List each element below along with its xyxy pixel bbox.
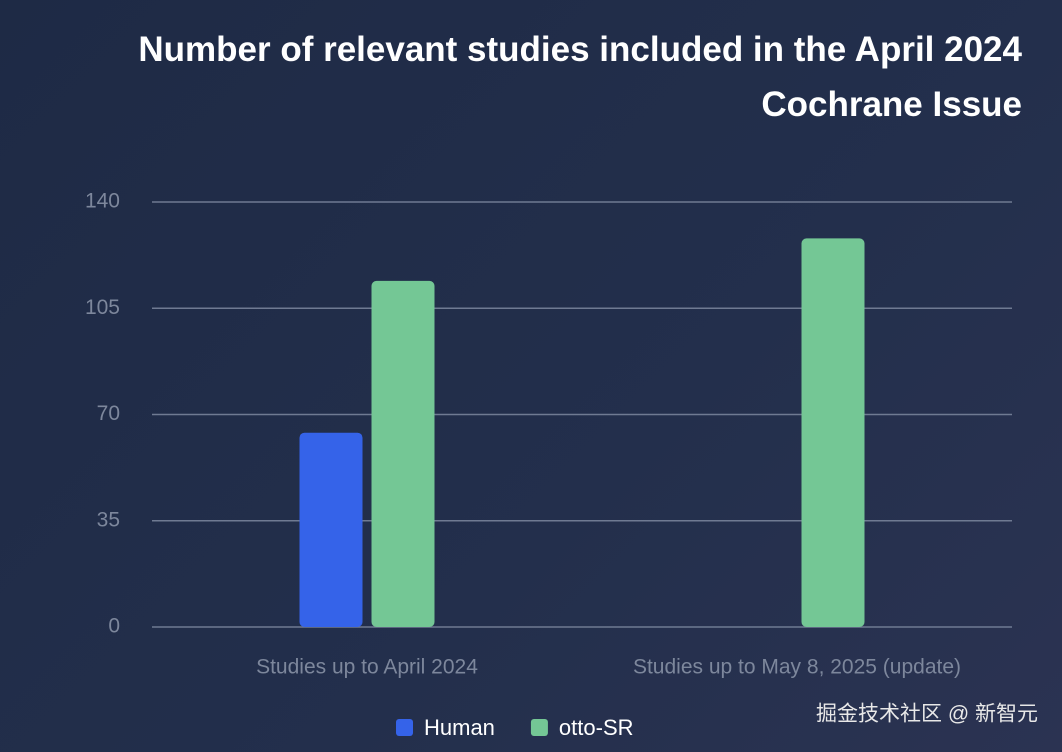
- y-tick-label: 70: [97, 402, 120, 425]
- legend-label: otto-SR: [559, 715, 634, 740]
- legend-swatch: [530, 719, 548, 736]
- watermark: 掘金技术社区 @ 新智元: [816, 703, 1038, 726]
- y-tick-label: 140: [85, 190, 120, 213]
- y-tick-label: 0: [108, 615, 120, 638]
- x-tick-label: Studies up to May 8, 2025 (update): [633, 656, 961, 679]
- legend-swatch: [396, 719, 413, 736]
- bar: [801, 238, 865, 627]
- x-tick-label: Studies up to April 2024: [256, 656, 478, 679]
- chart-title: Number of relevant studies included in t…: [138, 30, 1022, 124]
- legend-label: Human: [424, 715, 495, 740]
- y-tick-label: 35: [97, 508, 120, 531]
- bar: [299, 432, 363, 627]
- bar: [371, 280, 435, 627]
- y-tick-label: 105: [85, 296, 120, 319]
